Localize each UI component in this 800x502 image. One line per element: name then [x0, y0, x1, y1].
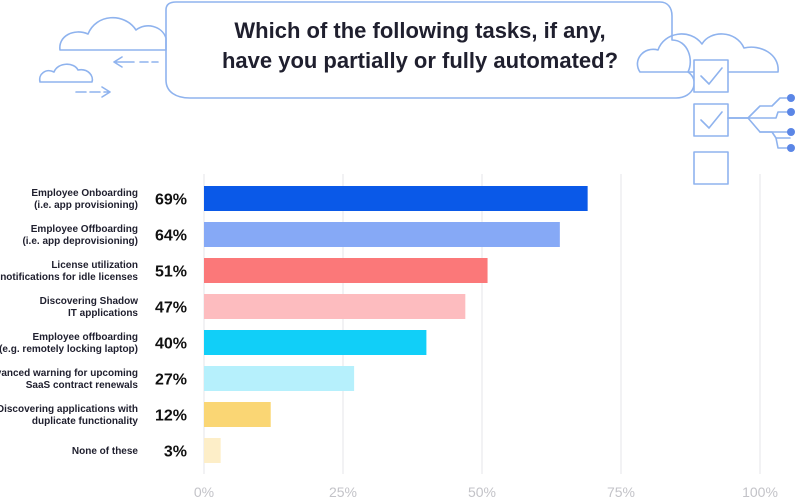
- category-label-line: Employee Offboarding: [31, 224, 138, 235]
- value-label: 47%: [155, 300, 187, 317]
- cloud-icon: [636, 33, 779, 73]
- category-label-line: (e.g. remotely locking laptop): [0, 344, 138, 355]
- value-label: 3%: [164, 444, 187, 461]
- cloud-icon: [38, 63, 94, 83]
- value-label: 64%: [155, 228, 187, 245]
- checkbox-checked-icon: [693, 59, 729, 93]
- arrow-right-icon: [75, 86, 111, 98]
- bar: [204, 402, 271, 427]
- x-tick-label: 75%: [607, 484, 635, 500]
- arrow-left-icon: [113, 56, 159, 68]
- category-label: Discovering Shadow IT applications: [40, 296, 139, 319]
- x-tick-label: 50%: [468, 484, 496, 500]
- value-label: 69%: [155, 192, 187, 209]
- value-label: 40%: [155, 336, 187, 353]
- bar: [204, 366, 355, 391]
- category-label-line: (i.e. app provisioning): [34, 200, 138, 211]
- cloud-icon: [59, 16, 167, 51]
- chart-title: Which of the following tasks, if any, ha…: [180, 16, 660, 76]
- value-label: 27%: [155, 372, 187, 389]
- category-label: Employee Onboarding (i.e. app provisionin…: [31, 188, 138, 211]
- category-label: None of these: [72, 446, 139, 457]
- category-label-line: duplicate functionality: [32, 416, 139, 427]
- title-line-1: Which of the following tasks, if any,: [234, 18, 606, 43]
- category-label-line: Employee offboarding: [32, 332, 138, 343]
- title-line-2: have you partially or fully automated?: [221, 48, 619, 73]
- bar: [204, 222, 560, 247]
- x-tick-label: 25%: [329, 484, 357, 500]
- checkbox-checked-icon: [693, 103, 729, 137]
- category-label: License utilization notifications for idl…: [0, 260, 138, 283]
- bar: [204, 330, 427, 355]
- bar: [204, 258, 488, 283]
- x-tick-label: 100%: [742, 484, 778, 500]
- category-label: Employee offboarding (e.g. remotely locki…: [0, 332, 138, 355]
- category-label: Discovering applications with duplicate f…: [0, 404, 138, 427]
- category-label-line: Employee Onboarding: [31, 188, 138, 199]
- value-label: 12%: [155, 408, 187, 425]
- category-label: Employee Offboarding (i.e. app deprovisio…: [22, 224, 138, 247]
- bar: [204, 438, 221, 463]
- title-panel: [165, 1, 696, 99]
- category-label-line: notifications for idle licenses: [0, 272, 138, 283]
- category-label-line: (i.e. app deprovisioning): [22, 236, 138, 247]
- category-label-line: SaaS contract renewals: [26, 380, 139, 391]
- category-label-line: License utilization: [51, 260, 138, 271]
- x-tick-label: 0%: [194, 484, 214, 500]
- connector-nodes-icon: [727, 97, 791, 149]
- category-label-line: Discovering Shadow: [40, 296, 139, 307]
- category-label-line: Discovering applications with: [0, 404, 138, 415]
- checkbox-empty-icon: [693, 151, 729, 185]
- category-label-line: IT applications: [68, 308, 138, 319]
- category-label-line: None of these: [72, 446, 139, 457]
- category-label-line: Advanced warning for upcoming: [0, 368, 138, 379]
- value-label: 51%: [155, 264, 187, 281]
- bar: [204, 186, 588, 211]
- bar: [204, 294, 466, 319]
